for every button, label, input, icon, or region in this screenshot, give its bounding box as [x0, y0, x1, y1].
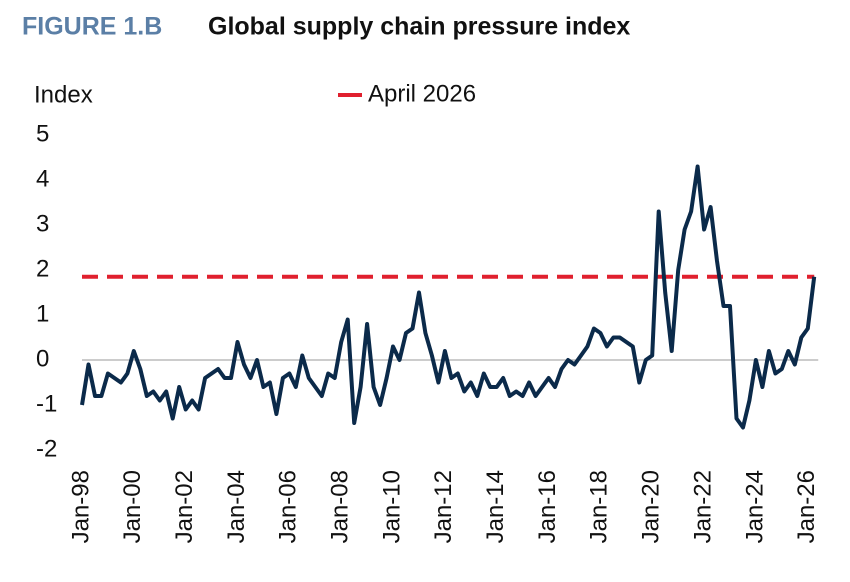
chart-title: Global supply chain pressure index [208, 13, 630, 41]
y-tick-label: 4 [36, 165, 49, 192]
y-tick-label: -1 [36, 390, 57, 417]
y-tick-label: 5 [36, 120, 49, 147]
figure-label: FIGURE 1.B [22, 13, 162, 41]
x-tick-label: Jan-26 [793, 470, 820, 543]
x-tick-label: Jan-20 [638, 470, 665, 543]
x-tick-label: Jan-22 [689, 470, 716, 543]
x-tick-label: Jan-98 [67, 470, 94, 543]
x-tick-label: Jan-08 [327, 470, 354, 543]
series-line [80, 164, 817, 430]
y-axis-label: Index [34, 81, 93, 108]
y-tick-label: 2 [36, 255, 49, 282]
x-tick-label: Jan-00 [119, 470, 146, 543]
x-tick-label: Jan-02 [171, 470, 198, 543]
x-tick-label: Jan-04 [223, 470, 250, 543]
legend-label: April 2026 [368, 80, 476, 107]
y-tick-label: 3 [36, 210, 49, 237]
y-tick-label: 0 [36, 345, 49, 372]
x-tick-label: Jan-12 [430, 470, 457, 543]
x-tick-label: Jan-06 [275, 470, 302, 543]
x-tick-label: Jan-10 [378, 470, 405, 543]
x-tick-label: Jan-16 [534, 470, 561, 543]
y-tick-label: -2 [36, 435, 57, 462]
x-tick-label: Jan-24 [741, 470, 768, 543]
x-tick-label: Jan-18 [586, 470, 613, 543]
y-tick-label: 1 [36, 300, 49, 327]
x-tick-label: Jan-14 [482, 470, 509, 543]
